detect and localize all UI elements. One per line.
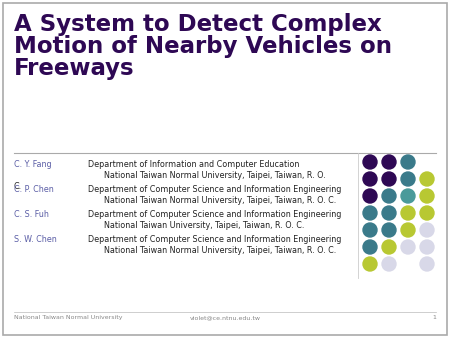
Text: Department of Computer Science and Information Engineering: Department of Computer Science and Infor… — [88, 210, 342, 219]
Text: C.: C. — [14, 182, 22, 191]
Circle shape — [382, 257, 396, 271]
FancyBboxPatch shape — [3, 3, 447, 335]
Circle shape — [382, 206, 396, 220]
Circle shape — [363, 189, 377, 203]
Text: A System to Detect Complex: A System to Detect Complex — [14, 13, 382, 36]
Text: National Taiwan Normal University: National Taiwan Normal University — [14, 315, 122, 320]
Circle shape — [382, 223, 396, 237]
Circle shape — [401, 189, 415, 203]
Circle shape — [363, 172, 377, 186]
Text: National Taiwan Normal University, Taipei, Taiwan, R. O. C.: National Taiwan Normal University, Taipe… — [104, 246, 336, 255]
Circle shape — [401, 223, 415, 237]
Text: Department of Information and Computer Education: Department of Information and Computer E… — [88, 160, 299, 169]
Text: Department of Computer Science and Information Engineering: Department of Computer Science and Infor… — [88, 185, 342, 194]
Circle shape — [401, 155, 415, 169]
Text: Motion of Nearby Vehicles on: Motion of Nearby Vehicles on — [14, 35, 392, 58]
Text: National Taiwan University, Taipei, Taiwan, R. O. C.: National Taiwan University, Taipei, Taiw… — [104, 221, 304, 230]
Circle shape — [382, 240, 396, 254]
Circle shape — [382, 155, 396, 169]
Text: violet@ce.ntnu.edu.tw: violet@ce.ntnu.edu.tw — [189, 315, 261, 320]
Text: National Taiwan Normal University, Taipei, Taiwan, R. O. C.: National Taiwan Normal University, Taipe… — [104, 196, 336, 205]
Text: 1: 1 — [432, 315, 436, 320]
Text: C. S. Fuh: C. S. Fuh — [14, 210, 49, 219]
Text: S. W. Chen: S. W. Chen — [14, 235, 57, 244]
Text: C. P. Chen: C. P. Chen — [14, 185, 54, 194]
Circle shape — [363, 223, 377, 237]
Text: Department of Computer Science and Information Engineering: Department of Computer Science and Infor… — [88, 235, 342, 244]
Circle shape — [363, 206, 377, 220]
Circle shape — [420, 206, 434, 220]
Circle shape — [420, 223, 434, 237]
Text: National Taiwan Normal University, Taipei, Taiwan, R. O.: National Taiwan Normal University, Taipe… — [104, 171, 326, 180]
Text: C. Y. Fang: C. Y. Fang — [14, 160, 52, 169]
Circle shape — [363, 257, 377, 271]
Circle shape — [401, 172, 415, 186]
Circle shape — [420, 240, 434, 254]
Circle shape — [420, 172, 434, 186]
Circle shape — [363, 155, 377, 169]
Circle shape — [401, 240, 415, 254]
Circle shape — [420, 257, 434, 271]
Circle shape — [382, 189, 396, 203]
Circle shape — [382, 172, 396, 186]
Circle shape — [420, 189, 434, 203]
Circle shape — [363, 240, 377, 254]
Text: Freeways: Freeways — [14, 57, 135, 80]
Circle shape — [401, 206, 415, 220]
